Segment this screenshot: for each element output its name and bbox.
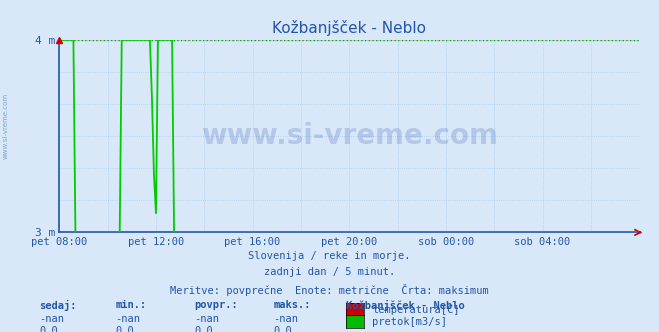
Title: Kožbanjšček - Neblo: Kožbanjšček - Neblo [272,20,426,36]
Text: Kožbanjšček - Neblo: Kožbanjšček - Neblo [346,300,465,311]
Text: -nan: -nan [40,314,65,324]
Text: zadnji dan / 5 minut.: zadnji dan / 5 minut. [264,267,395,277]
Text: -nan: -nan [273,314,299,324]
Text: www.si-vreme.com: www.si-vreme.com [2,93,9,159]
Text: 0,0: 0,0 [115,326,134,332]
Text: min.:: min.: [115,300,146,310]
Text: povpr.:: povpr.: [194,300,238,310]
Text: temperatura[C]: temperatura[C] [372,305,460,315]
Text: sedaj:: sedaj: [40,300,77,311]
Text: maks.:: maks.: [273,300,311,310]
Text: 0,0: 0,0 [40,326,58,332]
Text: 0,0: 0,0 [194,326,213,332]
Text: 0,0: 0,0 [273,326,292,332]
Text: -nan: -nan [115,314,140,324]
Text: pretok[m3/s]: pretok[m3/s] [372,317,447,327]
Text: Slovenija / reke in morje.: Slovenija / reke in morje. [248,251,411,261]
Text: -nan: -nan [194,314,219,324]
Text: Meritve: povprečne  Enote: metrične  Črta: maksimum: Meritve: povprečne Enote: metrične Črta:… [170,284,489,296]
Text: www.si-vreme.com: www.si-vreme.com [201,122,498,150]
